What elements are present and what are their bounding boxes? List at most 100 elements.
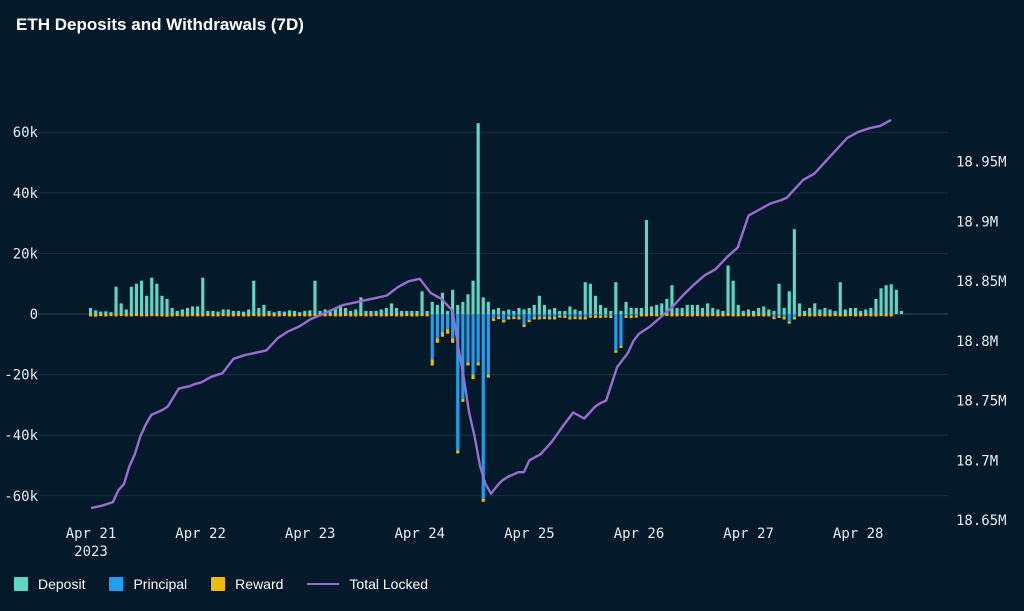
legend-item-principal[interactable]: Principal [109,576,187,592]
principal-bar [619,314,623,346]
reward-bar [481,498,485,502]
reward-bar [298,314,302,317]
reward-bar [190,314,195,317]
reward-bar [757,314,761,317]
reward-bar [471,374,475,380]
reward-swatch-icon [211,577,226,591]
total-locked-line-icon [307,583,340,585]
deposit-bar [746,309,751,314]
reward-bar [216,314,220,317]
axis-layer: 60k 40k 20k 0 -20k -40k -60k 18.95M 18.9M 18.85M 1… [4,125,1006,560]
reward-bar [114,314,118,317]
deposit-bar [853,307,858,314]
deposit-bar [573,309,577,314]
deposit-bar [711,307,715,314]
deposit-bar [282,311,286,314]
reward-bar [425,314,429,317]
y-left-tick-label: -20k [4,368,38,384]
deposit-bar [859,310,863,314]
deposit-bar [685,304,689,314]
principal-bar [772,314,776,318]
line-layer [90,118,892,510]
reward-bar [502,320,506,323]
reward-bar [578,317,582,320]
reward-bar [762,314,766,317]
deposit-bar [762,306,766,314]
deposit-bar [134,283,139,314]
deposit-bar [690,304,694,314]
deposit-bar [869,307,873,314]
deposit-bar [823,307,827,314]
deposit-bar [695,304,700,314]
reward-bar [716,314,720,317]
deposit-bar [502,310,506,314]
principal-bar [558,314,562,316]
deposit-bar [680,307,684,314]
legend-item-reward[interactable]: Reward [211,576,283,592]
reward-bar [634,315,638,318]
deposit-bar [864,309,868,314]
principal-bar [553,314,557,318]
reward-bar [685,314,689,317]
legend-item-total-locked[interactable]: Total Locked [307,576,428,592]
deposit-bar [588,283,592,314]
legend-item-deposit[interactable]: Deposit [14,576,85,592]
deposit-bar [476,123,480,314]
principal-bar [629,314,633,316]
reward-bar [792,317,796,320]
principal-bar [604,314,608,316]
reward-bar [175,314,179,317]
deposit-swatch-icon [14,577,28,591]
reward-bar [180,314,184,317]
deposit-bar [787,291,791,314]
reward-bar [614,350,618,353]
deposit-bar [155,283,159,314]
y-right-tick-label: 18.9M [956,214,998,230]
deposit-bar [624,301,628,314]
reward-bar [639,314,643,317]
reward-bar [267,314,271,317]
reward-bar [104,314,108,317]
reward-bar [354,314,358,317]
reward-bar [221,314,225,317]
reward-bar [109,314,113,317]
reward-bar [507,317,511,320]
deposit-bar [777,283,781,314]
deposit-bar [767,309,771,314]
reward-bar [833,314,837,317]
reward-bar [553,317,557,320]
reward-bar [364,314,368,317]
deposit-bar [598,304,603,314]
reward-bar [160,314,164,317]
reward-bar [853,314,858,317]
reward-bar [690,314,694,317]
deposit-bar [272,312,276,314]
deposit-bar [644,220,649,314]
reward-bar [583,317,587,320]
reward-bar [751,314,756,317]
principal-bar [527,314,531,321]
reward-bar [333,314,337,317]
reward-bar [231,314,235,317]
reward-bar [542,317,547,320]
principal-bar [787,314,791,322]
reward-bar [644,314,649,317]
deposit-bar [542,304,547,314]
principal-bar [609,314,613,316]
deposit-bar [94,310,98,314]
deposit-bar [303,310,307,314]
deposit-bar [277,310,281,314]
deposit-bar [604,307,608,314]
x-tick-label: Apr 24 [395,526,446,542]
reward-bar [491,318,496,321]
principal-bar [583,314,587,318]
principal-bar [461,314,465,399]
y-left-tick-label: 40k [13,186,39,202]
reward-bar [374,314,378,317]
deposit-bar [440,292,445,314]
deposit-bar [241,311,246,314]
reward-bar [496,317,501,320]
principal-bar [471,314,475,375]
legend-label-total-locked: Total Locked [349,576,429,592]
deposit-bar [757,307,761,314]
